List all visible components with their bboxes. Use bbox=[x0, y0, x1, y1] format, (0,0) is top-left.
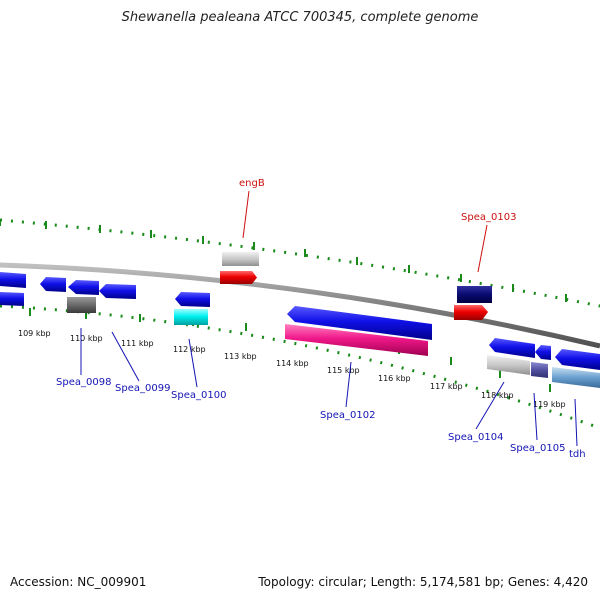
label-spea0099[interactable]: Spea_0099 bbox=[115, 383, 170, 394]
leader-spea0102 bbox=[345, 361, 352, 408]
scale-label-118: 118 kbp bbox=[481, 391, 514, 400]
scale-label-112: 112 kbp bbox=[173, 345, 206, 354]
scale-label-111: 111 kbp bbox=[121, 339, 154, 348]
leader-spea0103 bbox=[477, 224, 488, 273]
label-spea0100[interactable]: Spea_0100 bbox=[171, 390, 226, 401]
scale-label-119: 119 kbp bbox=[533, 400, 566, 409]
genome-stats-text: Topology: circular; Length: 5,174,581 bp… bbox=[258, 575, 588, 589]
label-spea0103[interactable]: Spea_0103 bbox=[461, 212, 516, 223]
scale-label-115: 115 kbp bbox=[327, 366, 360, 375]
feature-engB-gene bbox=[220, 271, 257, 284]
feature-tdh-cog bbox=[552, 367, 600, 388]
feature-spea0104-gene bbox=[489, 338, 535, 358]
accession-text: Accession: NC_009901 bbox=[10, 575, 147, 589]
label-engB[interactable]: engB bbox=[239, 178, 265, 189]
leader-engB bbox=[242, 190, 250, 239]
outer-major-ticks bbox=[0, 219, 567, 302]
label-tdh[interactable]: tdh bbox=[569, 449, 586, 460]
feature-engB-cog bbox=[222, 252, 259, 266]
feature-spea0102-gene bbox=[287, 306, 432, 340]
scale-label-116: 116 kbp bbox=[378, 374, 411, 383]
feature-spea0105-cog bbox=[531, 362, 548, 378]
scale-label-113: 113 kbp bbox=[224, 352, 257, 361]
leader-tdh bbox=[574, 398, 578, 447]
backbone bbox=[0, 262, 600, 349]
feature-spea0105-gene bbox=[535, 345, 551, 360]
scale-label-109: 109 kbp bbox=[18, 329, 51, 338]
feature-spea0100-gene bbox=[175, 292, 210, 307]
scale-label-117: 117 kbp bbox=[430, 382, 463, 391]
feature-spea0098-cog bbox=[67, 297, 96, 313]
forward-features[interactable] bbox=[220, 252, 492, 320]
map-title: Shewanella pealeana ATCC 700345, complet… bbox=[121, 10, 479, 25]
leader-spea0100 bbox=[188, 338, 198, 388]
scale-labels: 109 kbp 110 kbp 111 kbp 112 kbp 113 kbp … bbox=[18, 329, 566, 409]
label-spea0105[interactable]: Spea_0105 bbox=[510, 443, 565, 454]
leader-spea0105 bbox=[533, 392, 538, 441]
feature-left-edge-top bbox=[0, 272, 26, 288]
reverse-features[interactable] bbox=[0, 272, 600, 388]
label-spea0098[interactable]: Spea_0098 bbox=[56, 377, 111, 388]
feature-left-edge-bottom bbox=[0, 292, 24, 306]
feature-spea0102-cog bbox=[285, 324, 428, 356]
feature-spea0104-cog bbox=[487, 355, 530, 375]
scale-label-114: 114 kbp bbox=[276, 359, 309, 368]
feature-gene-a bbox=[40, 277, 66, 292]
feature-tdh-gene bbox=[555, 349, 600, 370]
label-spea0102[interactable]: Spea_0102 bbox=[320, 410, 375, 421]
label-spea0104[interactable]: Spea_0104 bbox=[448, 432, 503, 443]
feature-gene-b bbox=[68, 280, 99, 295]
feature-spea0103-gene bbox=[454, 305, 488, 320]
feature-spea0100-cog bbox=[174, 309, 208, 325]
leader-spea0099 bbox=[111, 331, 140, 382]
feature-spea0099-gene bbox=[99, 284, 136, 299]
outer-tick-ring bbox=[0, 218, 600, 308]
leader-spea0104 bbox=[475, 381, 505, 430]
feature-spea0103-cog bbox=[457, 286, 492, 303]
gene-labels: engB Spea_0103 Spea_0098 Spea_0099 Spea_… bbox=[56, 178, 586, 460]
scale-label-110: 110 kbp bbox=[70, 334, 103, 343]
label-leaders bbox=[80, 190, 578, 447]
